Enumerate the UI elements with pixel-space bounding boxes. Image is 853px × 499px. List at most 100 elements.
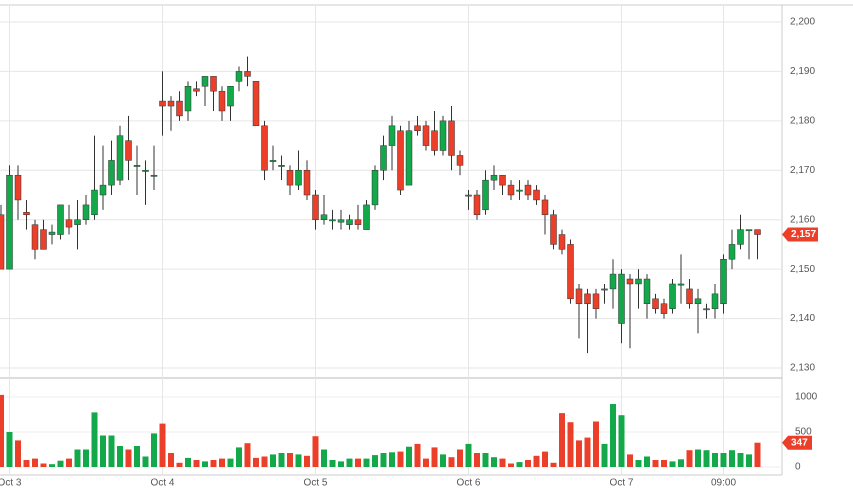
candle-body [363, 204, 370, 230]
candle-body [516, 189, 523, 192]
x-tick-label: 09:00 [711, 478, 736, 489]
candle-body [116, 135, 124, 181]
volume-bar [40, 463, 47, 467]
volume-bar [193, 460, 200, 467]
volume-bar [669, 461, 676, 467]
last-price-tag [782, 227, 818, 242]
volume-bar [210, 460, 217, 467]
volume-bar [618, 415, 625, 467]
candle-body [159, 100, 166, 107]
candle-body [252, 81, 260, 127]
volume-bar [389, 452, 395, 467]
x-tick-label: Oct 6 [457, 478, 481, 489]
candle-body [567, 244, 574, 300]
candle-body [635, 278, 642, 285]
last-price-label: 2,157 [791, 229, 816, 240]
volume-tick-label: 1000 [795, 392, 818, 403]
volume-bar [295, 454, 302, 467]
volume-bar [482, 453, 489, 467]
volume-bar [83, 449, 89, 467]
volume-bar [652, 460, 659, 467]
candle-body [14, 174, 22, 201]
candle-body [405, 130, 413, 186]
volume-bar [678, 459, 684, 467]
volume-bar [23, 460, 30, 467]
candle-body [380, 145, 387, 171]
candle-body [65, 219, 73, 228]
candle-body [23, 212, 30, 216]
candle-body [703, 308, 710, 311]
volume-bar [686, 450, 693, 467]
volume-bar [491, 457, 497, 467]
candle-body [0, 214, 5, 270]
candle-body [431, 130, 438, 151]
candle-body [150, 174, 158, 177]
candle-body [82, 204, 90, 220]
candle-body [176, 100, 183, 117]
candle-body [541, 199, 549, 216]
volume-bar [244, 443, 251, 467]
volume-bar [125, 449, 132, 467]
candle-body [218, 90, 226, 112]
volume-bar [508, 463, 514, 467]
candle-body [48, 231, 56, 235]
volume-bar [372, 455, 378, 467]
candle-body [456, 155, 464, 166]
candle-body [592, 293, 600, 309]
candle-body [737, 229, 744, 245]
candle-body [482, 179, 489, 211]
volume-bar [227, 458, 234, 467]
volume-bar [712, 453, 718, 467]
volume-bar [720, 453, 727, 467]
volume-bar [202, 461, 208, 467]
candle-body [720, 259, 727, 304]
candle-body [91, 189, 98, 216]
candle-body [57, 204, 64, 235]
volume-bar [380, 453, 387, 467]
volume-bar [6, 432, 13, 467]
volume-bar [108, 435, 115, 467]
candle-body [499, 174, 506, 186]
volume-bar [737, 453, 744, 467]
candle-body [388, 125, 396, 146]
candle-body [550, 214, 557, 245]
candle-body [584, 293, 591, 304]
volume-bar [134, 446, 140, 467]
volume-bar [525, 460, 531, 467]
volume-bar [457, 449, 463, 467]
volume-bar [338, 461, 344, 467]
volume-bar [151, 433, 157, 467]
x-tick-label: Oct 3 [0, 478, 22, 489]
volume-bar [329, 460, 336, 467]
candle-body [686, 288, 693, 304]
volume-bar [236, 447, 242, 467]
volume-bar [406, 446, 412, 467]
volume-bar [261, 456, 268, 467]
candle-body [269, 160, 277, 162]
volume-bar [576, 440, 582, 467]
volume-bar [644, 456, 650, 467]
volume-bar [635, 460, 642, 467]
volume-bar [593, 421, 599, 467]
y-tick-label: 2,150 [790, 264, 815, 275]
candle-body [558, 234, 566, 250]
candle-body [261, 125, 268, 171]
last-volume-tag [782, 435, 812, 450]
candle-body [652, 298, 659, 309]
volume-bar [559, 413, 565, 467]
candle-body [524, 184, 532, 196]
y-tick-label: 2,200 [790, 17, 815, 28]
y-tick-label: 2,160 [790, 214, 815, 225]
volume-bar [91, 412, 98, 467]
volume-bar [627, 454, 633, 467]
candle-body [31, 224, 39, 250]
volume-bar [440, 454, 446, 467]
candle-body [193, 88, 200, 92]
volume-bar [695, 449, 701, 467]
volume-bar [253, 457, 259, 467]
candle-body [533, 189, 540, 201]
candle-body [278, 165, 285, 167]
candle-body [669, 283, 676, 309]
candle-body [346, 219, 353, 225]
volume-bar [159, 423, 166, 467]
